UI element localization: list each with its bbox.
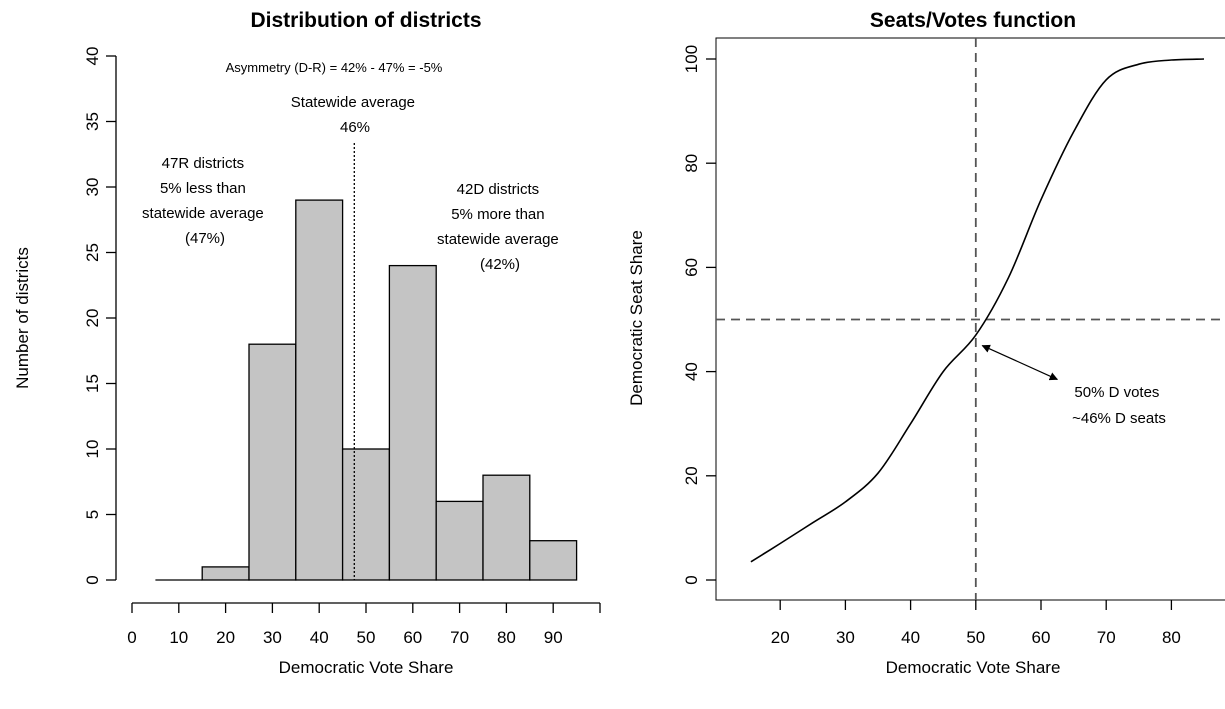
histogram-y-tick-label: 5 <box>83 510 102 519</box>
seats-votes-x-tick-label: 50 <box>966 628 985 647</box>
seats-votes-x-tick-label: 20 <box>771 628 790 647</box>
r-districts-line-4: (47%) <box>185 230 225 247</box>
d-districts-line-2: 5% more than <box>451 206 544 223</box>
histogram-x-axis: 0 10 20 30 40 50 60 70 80 90 <box>127 602 601 647</box>
histogram-y-tick-label: 10 <box>83 440 102 459</box>
statewide-average-line-2: 46% <box>340 119 370 136</box>
histogram-y-axis-label: Number of districts <box>13 247 32 389</box>
histogram-x-tick-label: 0 <box>127 628 136 647</box>
seats-votes-y-axis-label: Democratic Seat Share <box>627 230 646 406</box>
seats-votes-x-tick-label: 40 <box>901 628 920 647</box>
seats-votes-x-axis-label: Democratic Vote Share <box>886 658 1061 677</box>
histogram-bar <box>341 448 391 581</box>
histogram-x-tick-label: 30 <box>263 628 282 647</box>
histogram-y-tick-label: 15 <box>83 374 102 393</box>
histogram-x-tick-label: 80 <box>497 628 516 647</box>
histogram-x-tick-label: 70 <box>450 628 469 647</box>
r-districts-line-1: 47R districts <box>162 155 245 172</box>
histogram-bar <box>388 264 437 581</box>
r-districts-annotation: 47R districts 5% less than statewide ave… <box>142 155 268 247</box>
histogram-x-tick-label: 10 <box>169 628 188 647</box>
histogram-y-tick-label: 40 <box>83 47 102 66</box>
histogram-bar <box>529 540 578 581</box>
r-districts-line-2: 5% less than <box>160 180 246 197</box>
histogram-title: Distribution of districts <box>251 9 482 32</box>
seats-votes-annotation-line-2: ~46% D seats <box>1072 410 1166 427</box>
seats-votes-y-tick-label: 100 <box>682 45 701 73</box>
seats-votes-x-tick-label: 60 <box>1032 628 1051 647</box>
histogram-bar <box>295 199 344 581</box>
seats-votes-panel: Seats/Votes function Democratic Seat Sha… <box>627 9 1225 677</box>
seats-votes-annotation: 50% D votes ~46% D seats <box>1072 384 1166 427</box>
histogram-panel: Distribution of districts Number of dist… <box>13 9 601 677</box>
seats-votes-curve <box>750 58 1205 563</box>
seats-votes-x-tick-label: 30 <box>836 628 855 647</box>
seats-votes-y-tick-label: 0 <box>682 575 701 584</box>
histogram-y-tick-label: 25 <box>83 243 102 262</box>
histogram-x-axis-label: Democratic Vote Share <box>279 658 454 677</box>
annotation-arrow <box>981 344 1059 381</box>
histogram-x-tick-label: 90 <box>544 628 563 647</box>
seats-votes-y-axis: 0 20 40 60 80 100 <box>682 45 716 585</box>
histogram-bars <box>155 199 578 581</box>
d-districts-line-4: (42%) <box>480 256 520 273</box>
seats-votes-x-tick-label: 80 <box>1162 628 1181 647</box>
histogram-x-tick-label: 50 <box>357 628 376 647</box>
histogram-bar <box>201 566 250 581</box>
histogram-bar <box>482 474 531 581</box>
histogram-bar <box>248 343 297 581</box>
seats-votes-y-tick-label: 40 <box>682 362 701 381</box>
histogram-x-tick-label: 40 <box>310 628 329 647</box>
histogram-x-tick-label: 60 <box>403 628 422 647</box>
asymmetry-annotation: Asymmetry (D-R) = 42% - 47% = -5% <box>226 60 443 75</box>
histogram-y-tick-label: 0 <box>83 575 102 584</box>
seats-votes-annotation-line-1: 50% D votes <box>1074 384 1159 401</box>
seats-votes-title: Seats/Votes function <box>870 9 1076 32</box>
statewide-average-line-1: Statewide average <box>291 94 415 111</box>
d-districts-line-3: statewide average <box>437 231 559 248</box>
r-districts-line-3: statewide average <box>142 205 264 222</box>
histogram-y-tick-label: 20 <box>83 309 102 328</box>
seats-votes-y-tick-label: 80 <box>682 154 701 173</box>
seats-votes-y-tick-label: 60 <box>682 258 701 277</box>
seats-votes-x-axis: 20 30 40 50 60 70 80 <box>771 600 1181 647</box>
d-districts-annotation: 42D districts 5% more than statewide ave… <box>437 181 563 273</box>
d-districts-line-1: 42D districts <box>457 181 540 198</box>
histogram-x-tick-label: 20 <box>216 628 235 647</box>
seats-votes-x-tick-label: 70 <box>1097 628 1116 647</box>
histogram-y-tick-label: 30 <box>83 178 102 197</box>
histogram-y-tick-label: 35 <box>83 112 102 131</box>
statewide-average-annotation: Statewide average 46% <box>291 94 419 136</box>
histogram-y-axis: 0 5 10 15 20 25 30 35 40 <box>83 47 117 585</box>
histogram-bar <box>435 500 484 581</box>
seats-votes-y-tick-label: 20 <box>682 466 701 485</box>
